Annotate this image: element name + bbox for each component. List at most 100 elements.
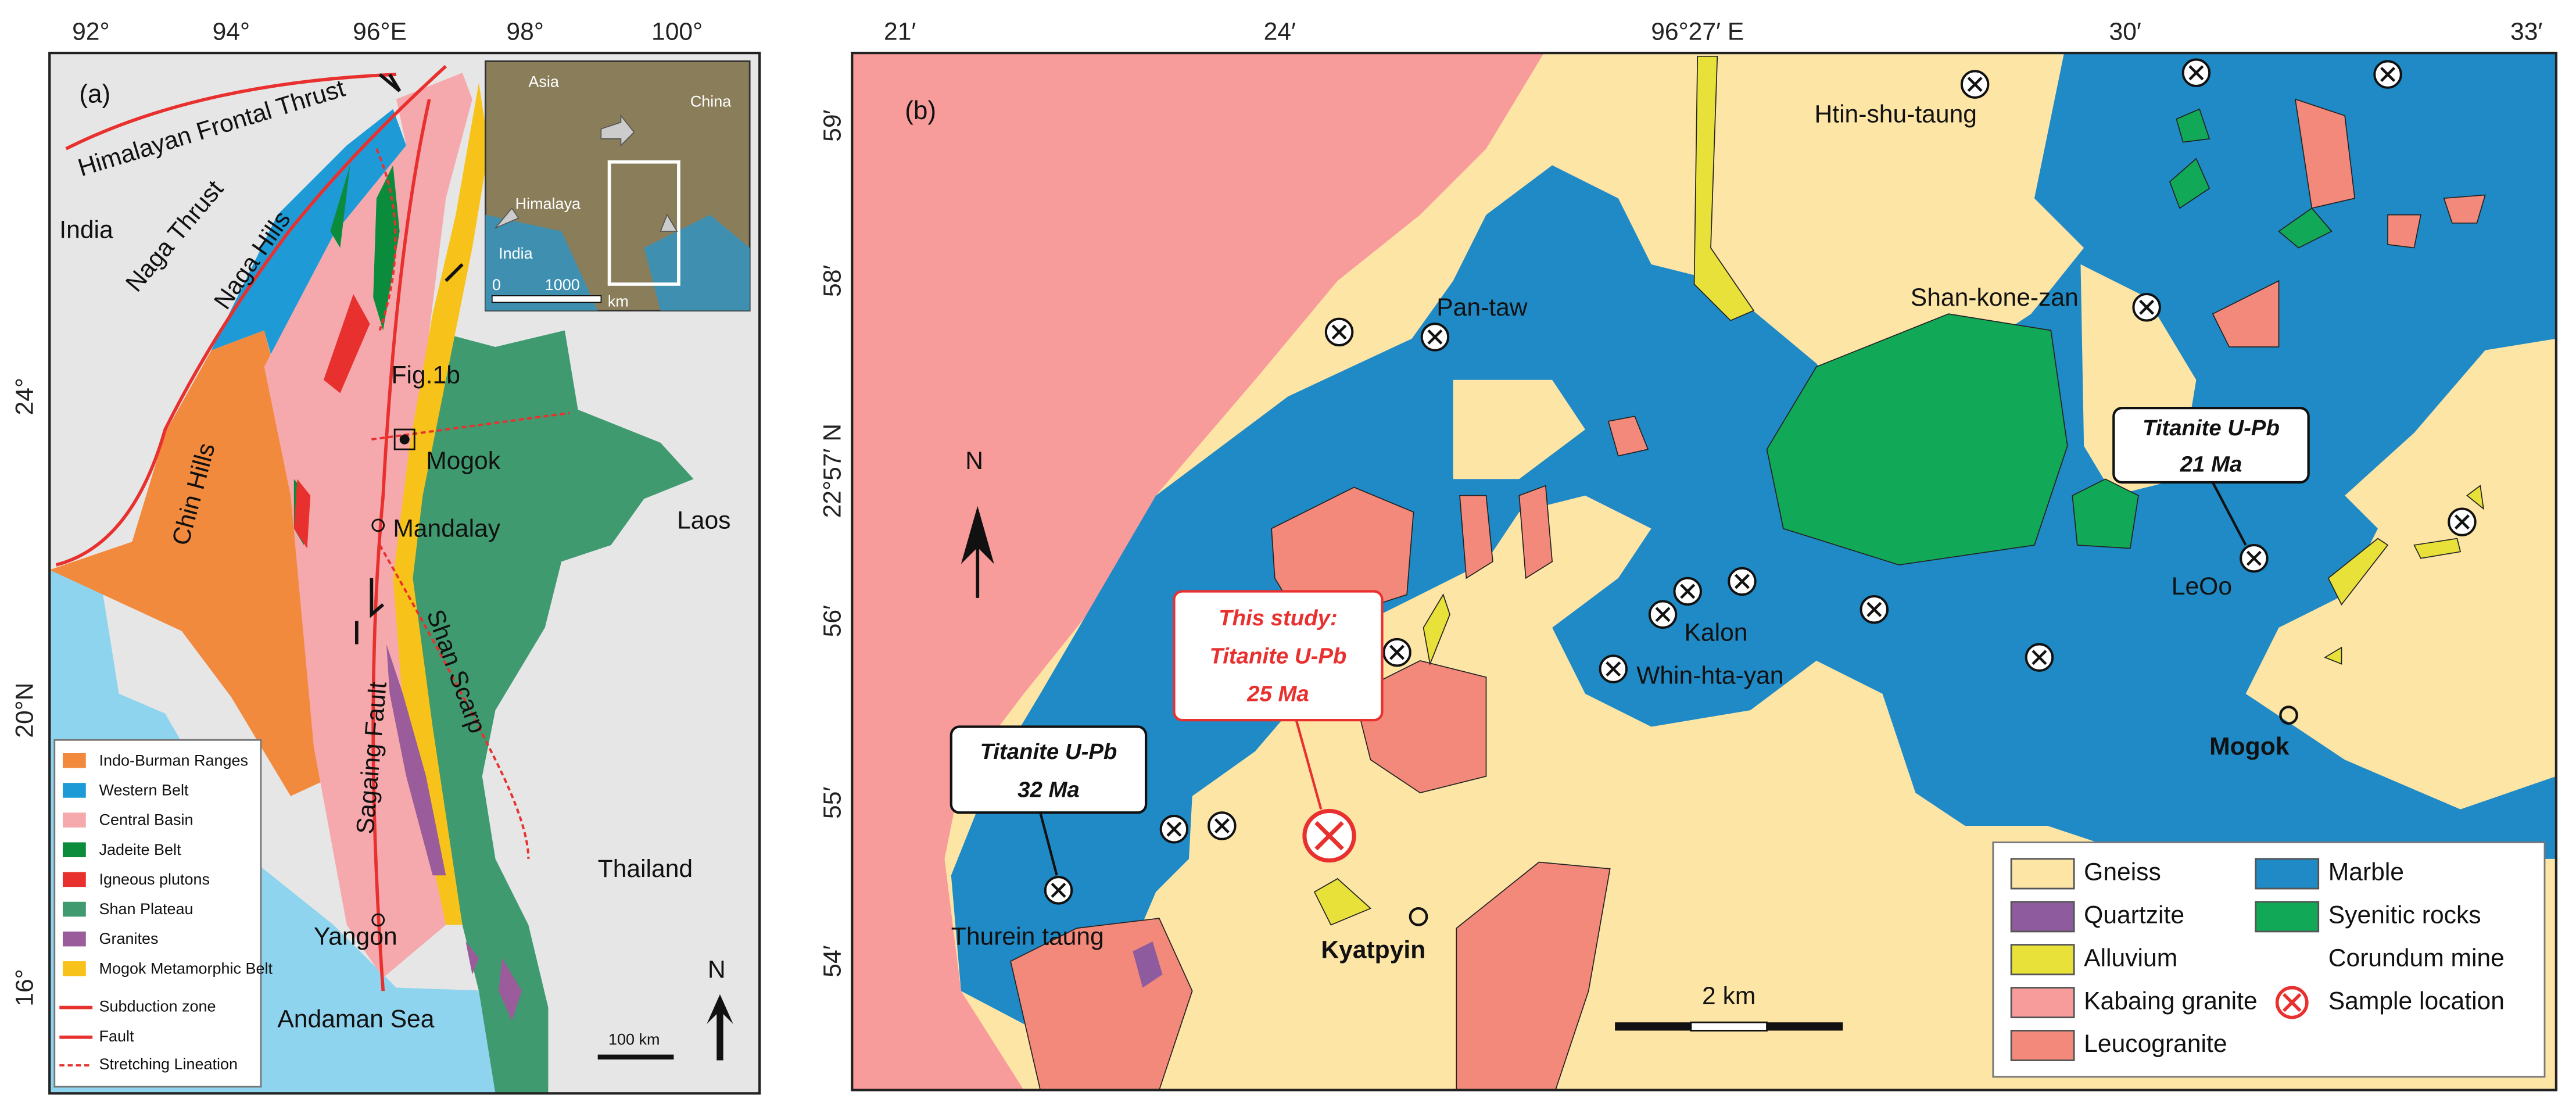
callout-text: 25 Ma	[1246, 682, 1309, 707]
legend-label: Leucogranite	[2084, 1030, 2227, 1058]
callout-text: This study:	[1219, 606, 1338, 631]
inset-box	[607, 160, 680, 286]
legend-swatch	[62, 961, 86, 976]
callout-text: 21 Ma	[2180, 452, 2242, 477]
lat-tick: 24°	[11, 378, 39, 415]
legend-label: Kabaing granite	[2084, 987, 2257, 1015]
inset-label: China	[690, 93, 732, 110]
corundum-mine	[1420, 323, 1450, 352]
legend-label: Quartzite	[2084, 901, 2184, 929]
corundum-mine	[1599, 654, 1628, 683]
legend-label: Alluvium	[2084, 944, 2177, 972]
legend-label: Fault	[99, 1027, 134, 1045]
place: Fig.1b	[391, 361, 460, 389]
scale-label: 2 km	[1702, 982, 1755, 1010]
legend-swatch	[2255, 901, 2320, 933]
lon-tick: 24′	[1264, 17, 1296, 45]
frame-a	[48, 52, 761, 1095]
subduction-zone	[55, 65, 447, 567]
place: Htin-shu-taung	[1814, 100, 1976, 128]
kyatpyin-dot	[1409, 907, 1428, 926]
igneous-plutons	[293, 294, 370, 549]
callout-box	[950, 725, 1148, 814]
north: N	[965, 447, 983, 475]
place: Shan-kone-zan	[1911, 284, 2079, 311]
lat-tick: 22°57′ N	[818, 424, 846, 518]
mogok-belt	[393, 83, 489, 925]
alluvium	[1313, 55, 2485, 926]
panel-label: (b)	[905, 96, 936, 125]
inset-label: 0	[492, 276, 501, 293]
corundum-mine	[1734, 574, 1750, 589]
corundum-mine	[1967, 77, 1983, 92]
place: Andaman Sea	[277, 1005, 434, 1033]
callout-text: Titanite U-Pb	[980, 739, 1117, 764]
legend-swatch	[62, 901, 86, 917]
callout-box	[2112, 406, 2310, 484]
corundum-mine	[2025, 643, 2054, 672]
corundum-mine	[2240, 543, 2269, 573]
lat-tick: 55′	[818, 787, 846, 819]
corundum-mine	[1866, 601, 1882, 617]
lat-tick: 54′	[818, 945, 846, 977]
corundum-mine	[1044, 876, 1073, 905]
corundum-mine	[1051, 882, 1066, 898]
panel-label: (a)	[79, 80, 110, 109]
fault-arrows	[354, 73, 464, 644]
legend-label: Corundum mine	[2328, 944, 2505, 972]
corundum-mine	[1860, 595, 1889, 624]
inset-label: India	[499, 245, 533, 262]
lon-tick: 96°E	[353, 17, 407, 45]
panel-b-text: 21′ 24′ 96°27′ E 30′ 33′ 59′ 58′ 22°57′ …	[818, 17, 2542, 1058]
yangon-dot	[371, 913, 385, 927]
inset-label: Asia	[528, 73, 559, 90]
mogok-dot	[399, 434, 410, 445]
legend-label: Gneiss	[2084, 858, 2161, 886]
lat-tick: 56′	[818, 605, 846, 637]
place: Whin-hta-yan	[1636, 662, 1783, 690]
corundum-mine	[1960, 70, 1990, 99]
inset-label: 1000	[545, 276, 580, 293]
callout-text: Titanite U-Pb	[1210, 643, 1347, 668]
legend-swatch	[62, 753, 86, 768]
sample-location	[1314, 821, 1344, 851]
legend-label: Shan Plateau	[99, 900, 194, 918]
north: N	[708, 955, 726, 983]
corundum-mine	[1680, 583, 1696, 599]
corundum-mine	[1208, 811, 1237, 840]
place: Mandalay	[393, 515, 500, 543]
corundum-mine	[1214, 818, 1230, 834]
legend-swatch	[2010, 987, 2075, 1019]
lon-tick: 98°	[506, 17, 543, 45]
corundum-mine	[1728, 567, 1757, 596]
legend-swatch	[62, 842, 86, 858]
legend-label: Mogok Metamorphic Belt	[99, 959, 273, 977]
place: Pan-taw	[1436, 293, 1528, 321]
legend-label: Igneous plutons	[99, 871, 210, 888]
legend-swatch	[2010, 858, 2075, 890]
inset-label: km	[608, 292, 629, 310]
callout-arrow	[1295, 719, 1323, 810]
callout-text: 32 Ma	[1017, 777, 1080, 802]
lon-tick: 100°	[651, 17, 703, 45]
corundum-mine	[2454, 514, 2470, 530]
inset-arrows	[495, 114, 678, 232]
corundum-mine	[1324, 317, 1354, 347]
corundum-mine	[2181, 58, 2211, 87]
lon-tick: 21′	[884, 17, 916, 45]
mogok-dot	[2279, 706, 2298, 725]
lat-tick: 58′	[818, 265, 846, 297]
corundum-mine	[1648, 600, 1678, 629]
legend-swatch	[2255, 858, 2320, 890]
lon-tick: 92°	[72, 17, 109, 45]
fig1b-box	[393, 428, 415, 450]
kabaing-granite	[852, 53, 1544, 1090]
place: Mogok	[2209, 733, 2290, 761]
corundum-mine	[2246, 550, 2262, 566]
lat-tick: 59′	[818, 109, 846, 141]
sagaing-fault	[371, 99, 431, 991]
place: Thurein taung	[951, 923, 1104, 951]
panel-a	[49, 53, 760, 1094]
place: Laos	[677, 506, 730, 534]
shan-plateau	[409, 330, 694, 1094]
